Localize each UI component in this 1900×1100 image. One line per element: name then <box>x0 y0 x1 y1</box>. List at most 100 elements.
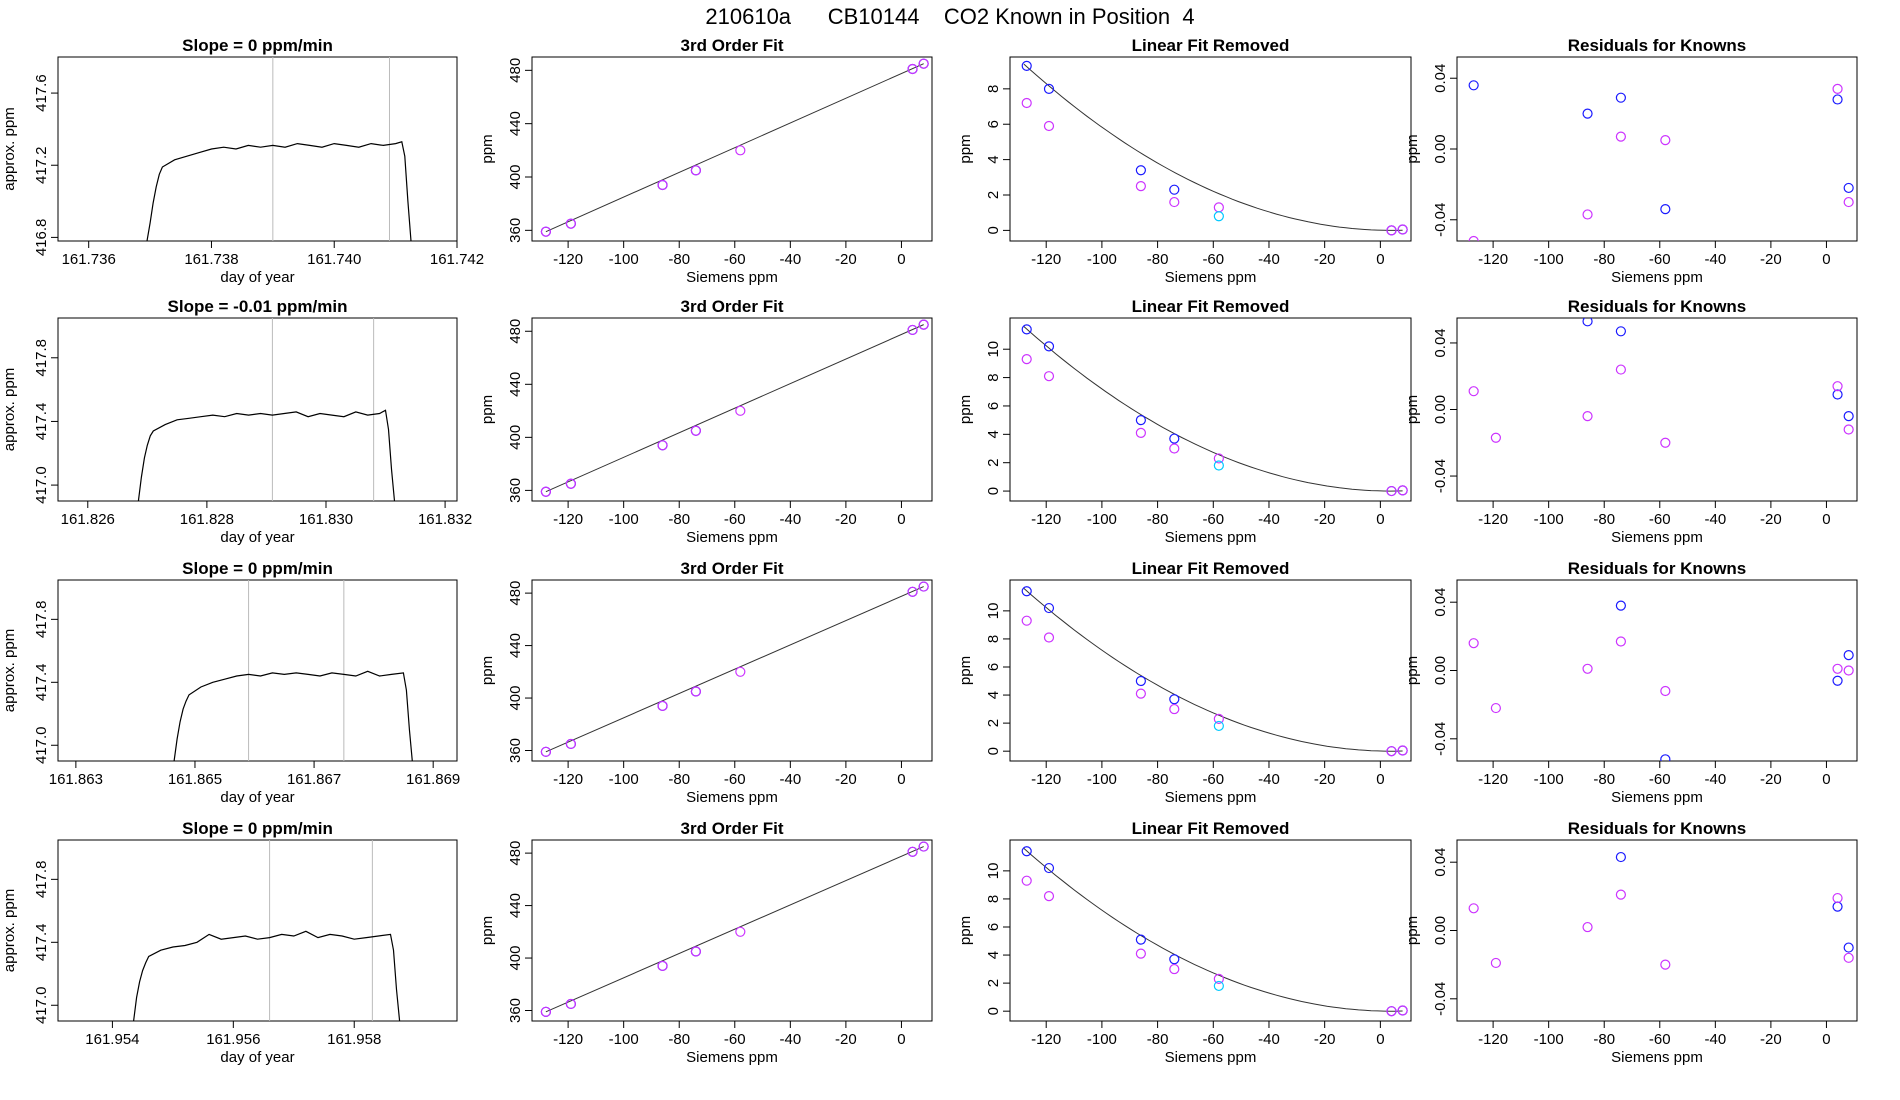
panel-1-2: Linear Fit Removed -120 -100 -80 -60 -40 -20 0 0… <box>957 297 1412 546</box>
x-tick-label: -120 <box>553 251 583 268</box>
data-point-blue <box>1135 415 1146 426</box>
data-point-magenta <box>1021 354 1032 365</box>
plot-frame <box>1009 839 1412 1022</box>
x-axis-label: Siemens ppm <box>1611 1049 1703 1066</box>
x-tick-label: -40 <box>1258 251 1280 268</box>
panel-title: 3rd Order Fit <box>681 297 784 316</box>
x-tick-label: -20 <box>1760 511 1782 528</box>
y-axis-label: ppm <box>957 395 974 424</box>
data-point-magenta <box>1021 615 1032 626</box>
x-tick-label: 0 <box>897 771 905 788</box>
x-tick-label: -20 <box>1760 251 1782 268</box>
data-point-magenta <box>1397 1005 1408 1016</box>
y-tick-label: 400 <box>507 164 524 189</box>
y-tick-label: 360 <box>507 738 524 763</box>
data-point-magenta <box>1213 453 1224 464</box>
plot-frame <box>531 839 933 1022</box>
panel-title: Slope = 0 ppm/min <box>182 36 333 55</box>
data-point-magenta <box>1468 386 1479 397</box>
data-point-magenta <box>1213 713 1224 725</box>
data-point-magenta <box>657 440 668 451</box>
y-tick-label: 6 <box>985 402 1002 410</box>
plot-frame <box>1009 56 1412 242</box>
y-axis-label: ppm <box>1404 656 1421 685</box>
data-point-magenta <box>1832 663 1843 674</box>
plot-frame <box>57 317 458 502</box>
x-tick-label: 161.863 <box>49 771 103 788</box>
data-point-magenta <box>1021 875 1032 886</box>
x-tick-label: -100 <box>1534 251 1564 268</box>
data-point-blue <box>1021 324 1032 335</box>
data-point-blue <box>1169 433 1180 444</box>
data-point-blue <box>1832 675 1843 686</box>
plot-area <box>133 840 401 1021</box>
x-tick-label: 161.832 <box>418 511 472 528</box>
x-tick-label: -120 <box>1031 511 1061 528</box>
x-tick-label: 161.736 <box>62 251 116 268</box>
x-tick-label: -60 <box>1649 1031 1671 1048</box>
x-axis-label: Siemens ppm <box>686 789 778 806</box>
y-axis-label: approx. ppm <box>1 889 18 972</box>
data-point-magenta <box>690 686 701 697</box>
x-tick-label: -40 <box>1258 511 1280 528</box>
x-tick-label: -80 <box>1593 251 1615 268</box>
y-tick-label: 0 <box>985 1007 1002 1015</box>
x-tick-label: -120 <box>553 771 583 788</box>
plot-frame <box>1009 317 1412 502</box>
data-point-magenta <box>1386 225 1397 236</box>
data-point-magenta <box>1213 973 1224 985</box>
x-tick-label: 161.869 <box>406 771 460 788</box>
data-point-magenta <box>565 998 576 1010</box>
y-tick-label: 6 <box>985 663 1002 671</box>
data-point-magenta <box>1615 889 1626 900</box>
plot-area <box>540 58 929 237</box>
plot-frame <box>531 317 933 502</box>
x-tick-label: -40 <box>1258 1031 1280 1048</box>
y-axis-label: ppm <box>957 656 974 685</box>
y-tick-label: 440 <box>507 893 524 918</box>
panel-0-0: Slope = 0 ppm/min 161.736 161.738 161.740 16… <box>1 36 484 286</box>
data-point-magenta <box>1169 443 1180 454</box>
y-tick-label: 417.8 <box>33 339 50 377</box>
data-point-blue <box>1843 182 1854 194</box>
y-tick-label: 0.00 <box>1432 134 1449 163</box>
data-point-magenta <box>540 226 551 237</box>
y-tick-label: 2 <box>985 191 1002 199</box>
data-point-blue <box>1043 602 1055 614</box>
fit-curve <box>1023 588 1403 752</box>
y-tick-label: 480 <box>507 58 524 83</box>
data-point-blue <box>1832 94 1843 105</box>
data-point-magenta <box>735 926 746 937</box>
data-point-cyan <box>1213 460 1224 471</box>
x-tick-label: -120 <box>1478 511 1508 528</box>
panel-1-1: 3rd Order Fit -120 -100 -80 -60 -40 -20 0 360 400… <box>479 297 933 546</box>
panel-2-1: 3rd Order Fit -120 -100 -80 -60 -40 -20 0 360 400… <box>479 559 933 806</box>
data-point-magenta <box>657 960 668 972</box>
data-point-magenta <box>690 425 701 436</box>
panel-title: Residuals for Knowns <box>1568 559 1747 578</box>
x-axis-label: day of year <box>220 789 294 806</box>
data-point-magenta <box>565 478 576 489</box>
data-point-magenta <box>1468 638 1479 649</box>
x-tick-label: -40 <box>1704 771 1726 788</box>
plot-frame <box>531 56 933 242</box>
panel-1-0: Slope = -0.01 ppm/min 161.826 161.828 161.8… <box>1 297 472 546</box>
panel-2-3: Residuals for Knowns -120 -100 -80 -60 -40 -20… <box>1404 559 1858 806</box>
y-tick-label: 360 <box>507 218 524 243</box>
data-point-blue <box>1843 650 1854 661</box>
plot-area <box>1021 586 1408 757</box>
x-tick-label: -80 <box>1147 511 1169 528</box>
y-tick-label: 417.0 <box>33 986 50 1024</box>
plot-frame <box>1456 839 1858 1022</box>
data-point-blue <box>1843 942 1854 953</box>
y-axis-label: ppm <box>1404 134 1421 163</box>
data-point-cyan <box>1213 980 1224 992</box>
y-tick-label: -0.04 <box>1432 982 1449 1016</box>
plot-area <box>173 580 413 761</box>
panel-3-2: Linear Fit Removed -120 -100 -80 -60 -40 -20 0 0… <box>957 819 1412 1066</box>
x-tick-label: -60 <box>724 1031 746 1048</box>
y-axis-label: ppm <box>479 916 496 945</box>
data-point-magenta <box>1843 196 1854 208</box>
y-tick-label: 400 <box>507 946 524 971</box>
